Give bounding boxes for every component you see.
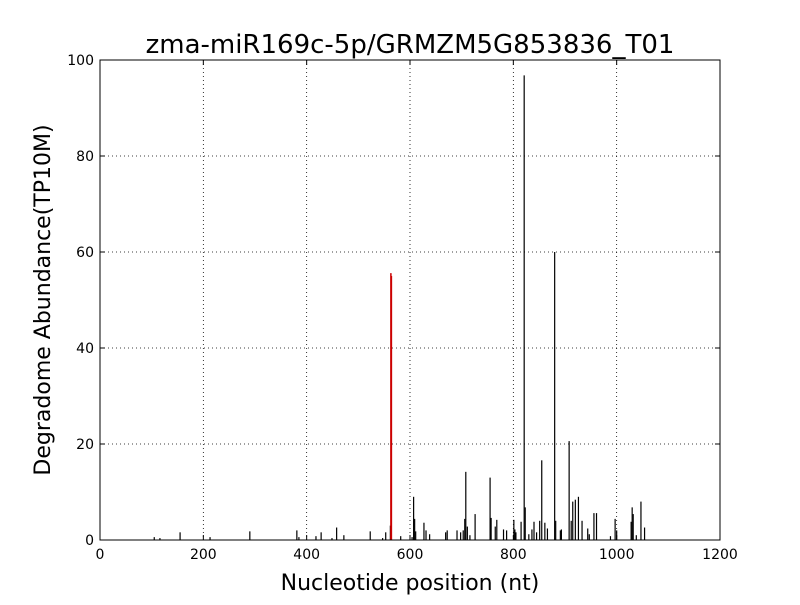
ticks: 0 200 400 600 800 1000 1200 0 20 40 60 80 100 [67, 53, 738, 563]
x-tick-label: 600 [397, 547, 424, 563]
y-tick-label: 60 [76, 245, 94, 261]
x-tick-label: 400 [293, 547, 320, 563]
x-tick-label: 0 [96, 547, 105, 563]
chart-title: zma-miR169c-5p/GRMZM5G853836_T01 [146, 30, 675, 60]
y-tick-label: 20 [76, 437, 94, 453]
y-tick-label: 100 [67, 53, 94, 69]
bars [153, 75, 646, 540]
y-tick-label: 80 [76, 149, 94, 165]
y-tick-label: 0 [85, 533, 94, 549]
y-axis-label: Degradome Abundance(TP10M) [31, 124, 56, 475]
x-tick-label: 200 [190, 547, 217, 563]
grid [100, 60, 720, 540]
x-tick-label: 1200 [702, 547, 738, 563]
x-axis-label: Nucleotide position (nt) [281, 571, 540, 596]
y-tick-label: 40 [76, 341, 94, 357]
x-tick-label: 800 [500, 547, 527, 563]
x-tick-label: 1000 [599, 547, 635, 563]
